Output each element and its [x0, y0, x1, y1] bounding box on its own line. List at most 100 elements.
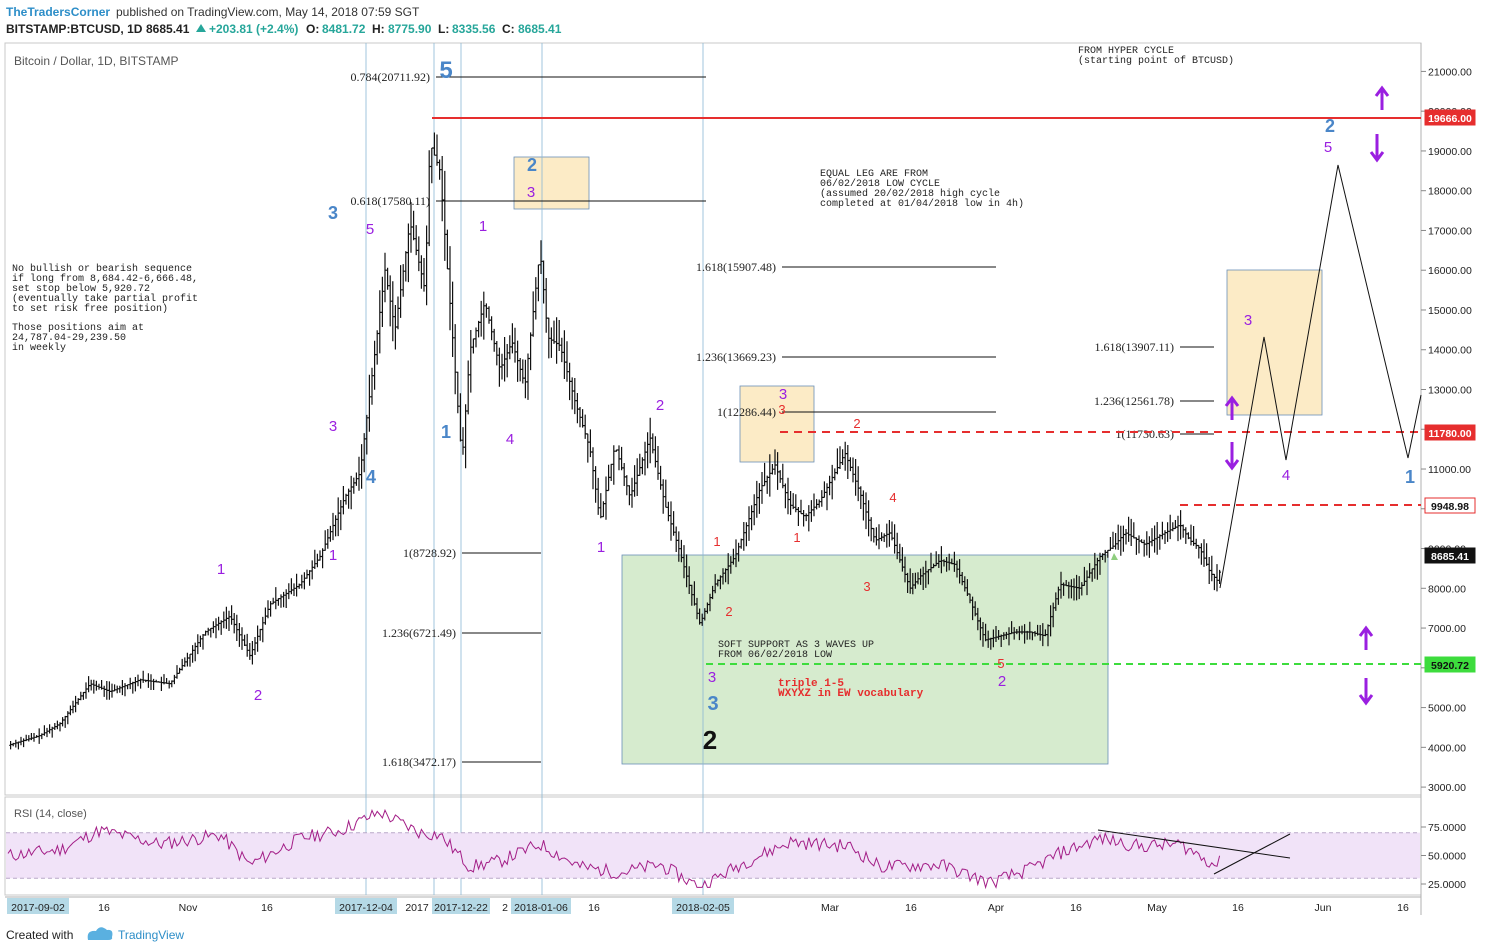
price-tag: [1424, 547, 1476, 564]
wave-label-red: 3: [778, 402, 785, 417]
price-tag: [1424, 497, 1476, 514]
note-strategy: if long from 8,684.42-6,666.48,: [12, 273, 198, 285]
price-tag-label: 5920.72: [1431, 660, 1469, 672]
arrow-down-icon: [1369, 151, 1385, 163]
x-tick-label: 2017-09-02: [11, 902, 65, 914]
note-hyper-cycle: (starting point of BTCUSD): [1078, 55, 1234, 67]
note-soft-support: FROM 06/02/2018 LOW: [718, 649, 832, 661]
wave-label-blue: 1: [441, 422, 451, 442]
y-tick-label: 8000.00: [1428, 583, 1466, 595]
wave-label-red: 1: [793, 530, 800, 545]
y-tick-label: 21000.00: [1428, 66, 1472, 78]
wave-label-red: 4: [889, 490, 896, 505]
x-tick-box: [335, 898, 397, 914]
wave-label-purple: 5: [366, 221, 374, 238]
cloud-logo-icon: [87, 927, 113, 940]
x-tick-label: 2017-12-22: [434, 902, 488, 914]
fib-label: 0.784(20711.92): [350, 70, 430, 84]
note-soft-support: SOFT SUPPORT AS 3 WAVES UP: [718, 640, 874, 651]
symbol-text: BITSTAMP:BTCUSD, 1D: [6, 22, 143, 36]
wave-label-purple: 3: [779, 386, 787, 403]
y-tick-label: 17000.00: [1428, 225, 1472, 237]
ohlc-value: 8775.90: [388, 22, 432, 36]
x-tick-label: Apr: [988, 902, 1005, 914]
wave-label-red: 2: [725, 604, 732, 619]
fib-label: 1.236(12561.78): [1094, 394, 1174, 408]
y-tick-label: 5000.00: [1428, 703, 1466, 715]
wave-label-purple: 1: [597, 539, 605, 556]
wave-label-purple: 4: [506, 431, 514, 448]
ohlc-value: 8685.41: [518, 22, 562, 36]
price-tag: [1424, 656, 1476, 673]
x-tick-label: May: [1147, 902, 1168, 914]
arrow-up-icon: [1224, 395, 1240, 407]
rsi-trendline: [1097, 829, 1291, 859]
x-tick-label: 16: [1397, 902, 1409, 914]
note-triple: triple 1-5: [778, 678, 844, 690]
rsi-line: [7, 808, 1221, 890]
x-tick-label: 2018-02-05: [676, 902, 730, 914]
wave-label-red: 5: [997, 656, 1004, 671]
y-tick-label: 14000.00: [1428, 345, 1472, 357]
x-tick-label: 2017: [405, 902, 429, 914]
wave-label-purple: 2: [254, 687, 262, 704]
wave-label-purple: 3: [329, 418, 337, 435]
projection-path: [1219, 164, 1422, 589]
change-text: +203.81 (+2.4%): [209, 22, 298, 36]
triangle-marker-icon: [1111, 553, 1118, 560]
rsi-band: [6, 832, 1420, 879]
ohlc-label: O:: [306, 22, 319, 36]
price-tag-label: 19666.00: [1428, 113, 1472, 125]
note-strategy: (eventually take partial profit: [12, 293, 198, 305]
wave-label-blue: 2: [527, 155, 537, 175]
wave-label-purple: 3: [1244, 312, 1252, 329]
fib-label: 1.236(13669.23): [696, 350, 776, 364]
x-tick-box: [672, 898, 734, 914]
x-tick-label: 16: [98, 902, 110, 914]
wave-label-purple: 2: [998, 673, 1006, 690]
ohlc-value: 8335.56: [452, 22, 496, 36]
note-strategy: Those positions aim at: [12, 322, 144, 334]
wave-label-purple: 2: [656, 397, 664, 414]
tradingview-link: TradingView: [118, 928, 184, 942]
x-tick-label: Jun: [1315, 902, 1332, 914]
price-tag-label: 8685.41: [1431, 551, 1469, 563]
x-tick-label: 16: [1232, 902, 1244, 914]
fib-label: 1.618(13907.11): [1094, 340, 1174, 354]
x-tick-box: [7, 898, 69, 914]
wave-label-purple: 3: [527, 184, 535, 201]
rsi-tick-label: 50.0000: [1428, 851, 1466, 863]
wave-label-blue: 3: [707, 693, 718, 715]
fib-label: 1.618(15907.48): [696, 260, 776, 274]
note-strategy: to set risk free position): [12, 303, 168, 315]
x-tick-label: 2018-01-06: [514, 902, 568, 914]
y-tick-label: 13000.00: [1428, 385, 1472, 397]
ohlc-label: L:: [438, 22, 449, 36]
wave-label-red: 3: [863, 579, 870, 594]
target-box-3: [1226, 269, 1323, 416]
wave-label-blue: 1: [1405, 467, 1415, 487]
x-tick-label: 2017-12-04: [339, 902, 393, 914]
price-tag: [1424, 424, 1476, 441]
arrow-down-icon: [1224, 459, 1240, 471]
x-tick-label: 16: [261, 902, 273, 914]
rsi-trendline: [1213, 833, 1291, 875]
note-triple: WXYXZ in EW vocabulary: [778, 688, 924, 700]
ohlc-label: C:: [502, 22, 515, 36]
arrow-up-icon: [1374, 85, 1390, 97]
wave-label-red: 2: [853, 416, 860, 431]
arrow-up-icon: [1358, 625, 1374, 637]
price-tag-label: 11780.00: [1428, 428, 1471, 440]
wave-label-purple: 3: [708, 669, 716, 686]
target-box-2: [739, 385, 815, 463]
wave-label-purple: 5: [1324, 139, 1332, 156]
note-equal-leg: completed at 01/04/2018 low in 4h): [820, 198, 1024, 210]
y-tick-label: 3000.00: [1428, 782, 1466, 794]
published-text: published on TradingView.com, May 14, 20…: [116, 5, 420, 19]
x-tick-box: [432, 898, 490, 914]
chart-title: Bitcoin / Dollar, 1D, BITSTAMP: [14, 54, 179, 68]
x-tick-box: [511, 898, 571, 914]
last-price: 8685.41: [146, 22, 190, 36]
note-strategy: No bullish or bearish sequence: [12, 263, 192, 275]
